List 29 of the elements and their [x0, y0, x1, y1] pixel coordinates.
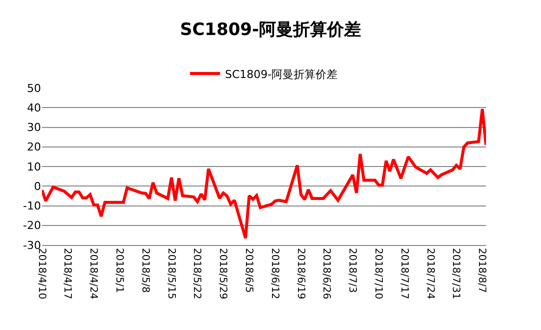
y-tick-label: -10	[23, 200, 41, 213]
x-tick-label: 2018/4/24	[88, 248, 99, 300]
x-tick-label: 2018/5/8	[139, 248, 150, 293]
x-tick-label: 2018/4/17	[62, 248, 73, 300]
x-tick-label: 2018/5/1	[113, 248, 124, 293]
line-series	[42, 108, 486, 240]
x-tick-label: 2018/7/10	[372, 248, 384, 300]
x-tick-label: 2018/7/31	[450, 248, 462, 300]
x-tick-label: 2018/6/5	[242, 248, 254, 293]
x-tick-label: 2018/5/15	[165, 248, 176, 300]
x-tick-label: 2018/7/17	[398, 248, 410, 300]
x-tick-label: 2018/6/19	[294, 248, 306, 300]
y-tick-label: 40	[27, 101, 41, 114]
x-tick-label: 2018/8/7	[476, 248, 488, 293]
chart-title: SC1809-阿曼折算价差	[180, 20, 362, 40]
x-tick-label: 2018/7/3	[346, 248, 358, 293]
y-tick-label: 10	[27, 160, 41, 174]
y-tick-label: 0	[34, 180, 41, 193]
x-tick-label: 2018/7/24	[424, 248, 436, 300]
x-tick-label: 2018/5/22	[191, 248, 202, 300]
x-tick-label: 2018/4/10	[36, 248, 47, 300]
y-tick-label: 20	[27, 140, 41, 154]
y-tick-label: 30	[27, 121, 41, 134]
y-tick-label: 50	[27, 82, 41, 95]
x-tick-label: 2018/6/26	[320, 248, 332, 300]
x-tick-label: 2018/5/29	[217, 248, 228, 300]
y-tick-label: -20	[23, 219, 41, 232]
x-tick-label: 2018/6/12	[268, 248, 280, 300]
legend-label: SC1809-阿曼折算价差	[225, 68, 338, 81]
